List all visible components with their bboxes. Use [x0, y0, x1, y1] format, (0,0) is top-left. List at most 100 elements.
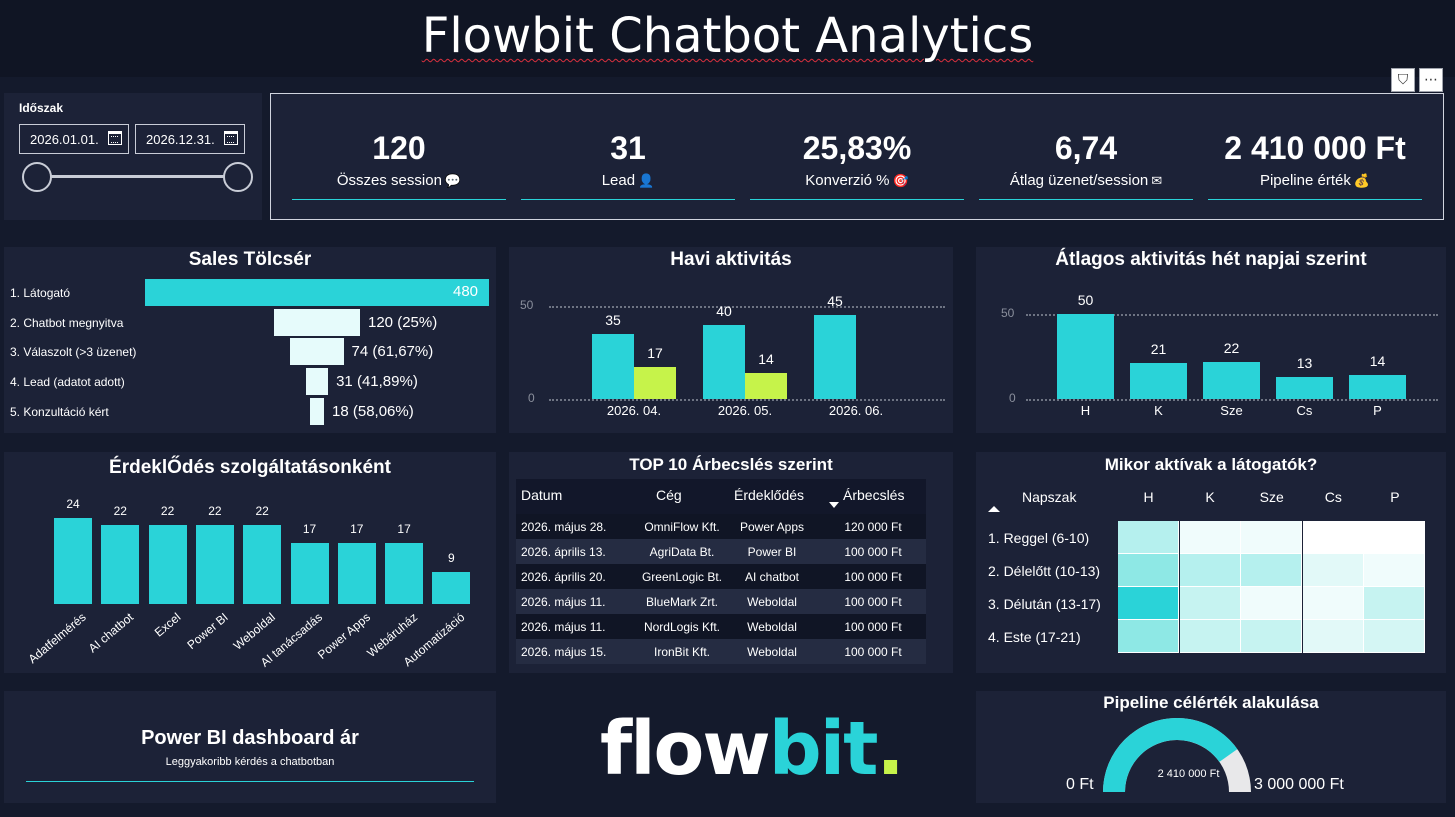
bar[interactable] [337, 543, 376, 604]
target-icon: 🎯 [892, 173, 909, 188]
bar-value-label: 35 [605, 311, 621, 328]
heatmap-cell[interactable] [1302, 587, 1364, 620]
table-column-header[interactable]: Cég [656, 487, 682, 503]
gauge-value-arc[interactable] [1103, 718, 1238, 792]
table-column-header[interactable]: Datum [521, 487, 563, 503]
speech-bubble-icon: 💬 [444, 173, 462, 188]
table-row[interactable]: 2026. május 15. IronBit Kft. Weboldal 100 0… [516, 639, 926, 664]
table-row[interactable]: 2026. április 13. AgriData Bt. Power BI 100… [516, 539, 926, 564]
bar[interactable] [385, 543, 424, 604]
heatmap-cell[interactable] [1118, 587, 1179, 620]
kpi-underline [750, 199, 964, 200]
heatmap-cell[interactable] [1179, 521, 1241, 554]
bar[interactable] [745, 372, 787, 399]
logo-part-flow: flow [600, 706, 771, 792]
kpi-card: 25,83% Konverzió % 🎯 [750, 94, 964, 201]
bar[interactable] [1203, 361, 1260, 399]
bar[interactable] [814, 315, 856, 399]
funnel-bar[interactable] [290, 338, 344, 365]
heatmap-cell[interactable] [1241, 521, 1303, 554]
bar-value-label: 14 [758, 350, 774, 367]
bar[interactable] [101, 525, 140, 604]
heatmap-title: Mikor aktívak a látogatók? [1104, 455, 1318, 474]
bar-value-label: 21 [1150, 341, 1167, 358]
bar[interactable] [1276, 376, 1333, 399]
money-bag-icon: 💰 [1353, 173, 1371, 188]
logo-dot: . [876, 706, 904, 792]
bar-value-label: 24 [66, 497, 80, 511]
heatmap-cell[interactable] [1302, 620, 1364, 653]
table-column-header[interactable]: Árbecslés [843, 487, 905, 503]
bar[interactable] [243, 525, 282, 604]
funnel-stage-label: 1. Látogató [10, 286, 71, 300]
funnel-bar[interactable] [145, 279, 489, 306]
gauge-min-label: 0 Ft [1066, 776, 1094, 793]
logo-part-bit: bit [768, 706, 879, 792]
table-row[interactable]: 2026. május 28. OmniFlow Kft. Power Apps 12… [516, 514, 926, 539]
sort-desc-icon[interactable] [829, 502, 839, 508]
table-column-header[interactable]: Érdeklődés [734, 487, 805, 503]
heatmap-cell[interactable] [1241, 554, 1303, 587]
filter-icon[interactable]: ⛉ [1391, 68, 1415, 92]
heatmap-cell[interactable] [1179, 620, 1241, 653]
table-cell: 2026. május 11. [521, 595, 606, 609]
kpi-value: 6,74 [1054, 130, 1118, 166]
kpi-label-text: Lead [601, 172, 636, 189]
funnel-bar[interactable] [305, 368, 329, 395]
bar-value-label: 22 [160, 504, 175, 519]
heatmap-cell[interactable] [1241, 620, 1303, 653]
bar[interactable] [634, 367, 676, 399]
bar[interactable] [592, 333, 634, 399]
calendar-icon[interactable] [224, 131, 238, 145]
funnel-value: 18 (58,06%) [332, 403, 414, 420]
bar[interactable] [195, 525, 234, 604]
funnel-bar[interactable] [310, 398, 324, 425]
bar[interactable] [1130, 363, 1187, 399]
funnel-bar[interactable] [274, 309, 360, 336]
funnel-title: Sales Tölcsér [188, 249, 312, 270]
kpi-card: 2 410 000 Ft Pipeline érték 💰 [1208, 94, 1422, 201]
bar[interactable] [432, 571, 471, 604]
end-date-input[interactable]: 2026.12.31. [135, 124, 245, 154]
heatmap-cell[interactable] [1118, 554, 1179, 587]
start-date-input[interactable]: 2026.01.01. [19, 124, 129, 154]
heatmap-cell[interactable] [1302, 521, 1364, 554]
bar[interactable] [1349, 375, 1406, 399]
table-row[interactable]: 2026. május 11. NordLogis Kft. Weboldal 100… [516, 614, 926, 639]
bar-value-label: 22 [113, 504, 127, 519]
table-cell: AgriData Bt. [649, 545, 715, 559]
table-row[interactable]: 2026. április 20. GreenLogic Bt. AI chatbo… [516, 564, 926, 589]
kpi-label-text: Összes session [336, 172, 442, 189]
bar[interactable] [1057, 314, 1114, 399]
bar[interactable] [703, 324, 745, 399]
slider-end-handle[interactable] [223, 162, 253, 192]
heatmap-row-label: 1. Reggel (6-10) [988, 530, 1090, 546]
envelope-icon: ✉ [1151, 173, 1163, 188]
date-range-slider[interactable] [39, 175, 239, 178]
heatmap-cell[interactable] [1241, 587, 1303, 620]
heatmap-cell[interactable] [1364, 521, 1426, 554]
bar[interactable] [290, 543, 329, 604]
heatmap-cell[interactable] [1364, 587, 1426, 620]
table-cell: 100 000 Ft [844, 645, 902, 659]
bar[interactable] [54, 518, 92, 604]
heatmap-cell[interactable] [1179, 587, 1241, 620]
sort-asc-icon[interactable] [988, 506, 1000, 512]
bar[interactable] [148, 525, 187, 604]
heatmap-cell[interactable] [1364, 620, 1426, 653]
heatmap-cell[interactable] [1364, 554, 1426, 587]
heatmap-cell[interactable] [1302, 554, 1364, 587]
heatmap-column-header: Sze [1259, 489, 1284, 505]
calendar-icon[interactable] [108, 131, 122, 145]
table-row[interactable]: 2026. május 11. BlueMark Zrt. Weboldal 100 … [516, 589, 926, 614]
heatmap-cell[interactable] [1179, 554, 1241, 587]
table-cell: 120 000 Ft [844, 520, 902, 534]
heatmap-cell[interactable] [1118, 521, 1179, 554]
heatmap-cell[interactable] [1118, 620, 1179, 653]
funnel-value: 120 (25%) [368, 314, 438, 331]
more-options-icon[interactable]: ⋯ [1419, 68, 1443, 92]
kpi-underline [292, 199, 506, 200]
kpi-underline [1208, 199, 1422, 200]
gridline [1026, 399, 1438, 401]
slider-start-handle[interactable] [22, 162, 52, 192]
